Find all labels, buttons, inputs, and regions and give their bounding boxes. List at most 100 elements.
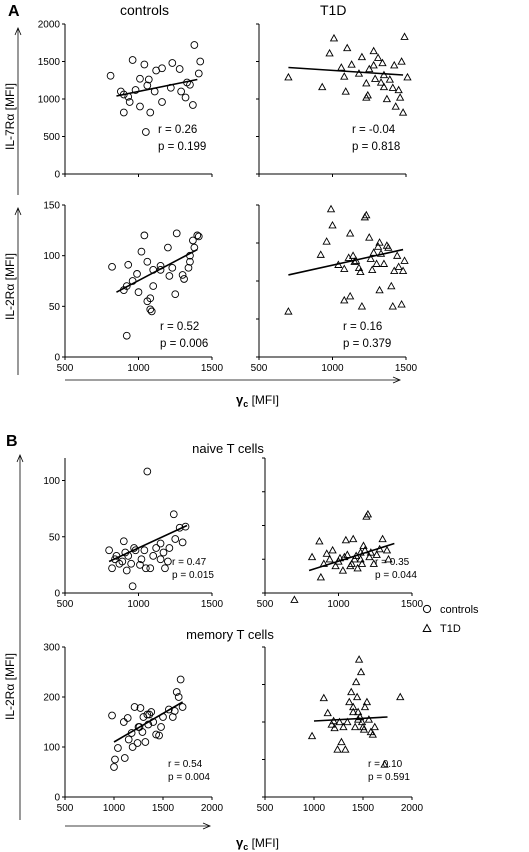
data-point	[155, 731, 163, 740]
data-point	[347, 60, 356, 68]
data-point	[172, 688, 181, 696]
data-point	[359, 725, 369, 733]
panel-b-letter: B	[6, 433, 18, 450]
data-point	[108, 711, 116, 720]
y-tick-label: 150	[43, 201, 60, 212]
data-point	[360, 702, 370, 711]
data-point	[119, 537, 128, 546]
chart-B-memory-controls: 0 100 200 300 500 1000 1500 2000 r = 0.54 p = 0.0…	[43, 643, 223, 815]
legend-controls-label: controls	[440, 604, 479, 616]
data-point	[337, 63, 346, 71]
data-point	[335, 717, 344, 726]
data-point	[388, 83, 397, 91]
data-point	[330, 723, 339, 732]
data-point	[375, 285, 384, 294]
data-point	[331, 561, 340, 570]
data-point	[143, 710, 152, 719]
svg-text:IL-7Rα [MFI]: IL-7Rα [MFI]	[3, 83, 17, 150]
data-point	[193, 231, 202, 240]
data-point	[169, 510, 178, 519]
data-point	[136, 561, 144, 569]
stat-p: p = 0.004	[168, 772, 210, 783]
data-point	[176, 675, 185, 684]
data-point	[284, 307, 293, 315]
data-point	[340, 295, 349, 304]
data-point	[369, 248, 378, 256]
data-point	[134, 288, 143, 296]
data-point	[369, 559, 378, 567]
data-point	[164, 557, 172, 566]
data-point	[385, 75, 394, 83]
x-tick-label: 500	[257, 803, 274, 814]
data-point	[178, 703, 187, 711]
stat-r: r = 0.35	[375, 557, 410, 568]
data-point	[318, 82, 327, 91]
svg-text:IL-2Rα [MFI]: IL-2Rα [MFI]	[3, 653, 17, 720]
y-tick-label: 100	[43, 251, 60, 262]
data-point	[354, 655, 364, 663]
data-point	[390, 60, 399, 69]
data-point	[363, 90, 372, 99]
data-point	[105, 546, 113, 555]
data-point	[146, 564, 155, 573]
data-point	[178, 538, 187, 547]
data-point	[156, 555, 165, 564]
data-point	[168, 59, 177, 67]
data-point	[319, 693, 328, 702]
stat-p: p = 0.015	[172, 570, 214, 581]
stat-r: r = -0.04	[352, 124, 396, 136]
data-point	[123, 714, 132, 722]
data-point	[145, 710, 154, 719]
data-point	[122, 282, 131, 290]
data-point	[339, 722, 348, 731]
data-point	[323, 708, 332, 717]
x-tick-label: 1500	[395, 363, 418, 374]
regression-line	[288, 248, 404, 276]
data-point	[156, 539, 165, 548]
data-point	[398, 108, 408, 116]
y-tick-label: 0	[54, 170, 60, 181]
data-point	[137, 247, 146, 256]
data-point	[149, 282, 158, 290]
data-point	[307, 731, 317, 740]
data-point	[341, 745, 350, 753]
y-tick-label: 100	[43, 743, 60, 754]
stat-r: r = 0.47	[172, 557, 207, 568]
data-point	[345, 229, 355, 237]
x-tick-label: 500	[257, 599, 274, 610]
regression-line	[288, 66, 404, 76]
data-point	[343, 550, 352, 558]
data-point	[354, 69, 364, 77]
data-point	[390, 266, 399, 275]
data-point	[398, 266, 408, 275]
y-tick-label: 50	[49, 532, 61, 543]
data-point	[353, 707, 363, 716]
y-tick-label: 300	[43, 643, 60, 654]
stat-r: r = 0.52	[160, 321, 199, 333]
data-point	[337, 737, 346, 746]
data-point	[194, 232, 203, 241]
data-point	[147, 708, 156, 716]
data-point	[141, 738, 150, 746]
data-point	[340, 72, 349, 80]
data-point	[146, 305, 155, 314]
data-point	[338, 566, 348, 574]
y-tick-label: 100	[43, 476, 60, 487]
data-point	[396, 692, 405, 701]
data-point	[315, 536, 324, 545]
data-point	[124, 735, 133, 744]
data-point	[174, 693, 183, 701]
gamma-c-label-b: γc [MFI]	[65, 822, 279, 852]
legend-controls-marker	[422, 604, 432, 614]
data-point	[144, 75, 153, 84]
naive-title: naive T cells	[192, 441, 264, 456]
data-point	[127, 559, 135, 568]
data-point	[111, 755, 119, 764]
data-point	[356, 267, 365, 276]
data-point	[359, 541, 368, 549]
data-point	[395, 93, 405, 101]
svg-text:γc [MFI]: γc [MFI]	[236, 392, 279, 409]
data-point	[349, 702, 358, 711]
data-point	[362, 78, 371, 87]
